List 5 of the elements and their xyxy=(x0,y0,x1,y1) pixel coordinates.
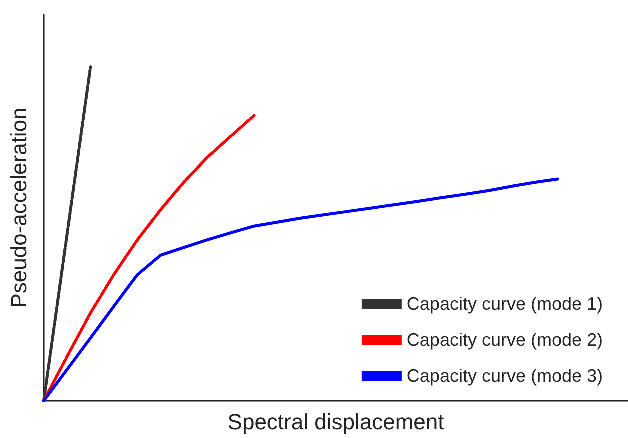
x-axis-title: Spectral displacement xyxy=(228,410,444,434)
y-axis-title: Pseudo-acceleration xyxy=(6,108,32,308)
legend-label: Capacity curve (mode 1) xyxy=(406,294,604,314)
legend-label: Capacity curve (mode 2) xyxy=(406,330,604,350)
legend-label: Capacity curve (mode 3) xyxy=(406,366,604,386)
